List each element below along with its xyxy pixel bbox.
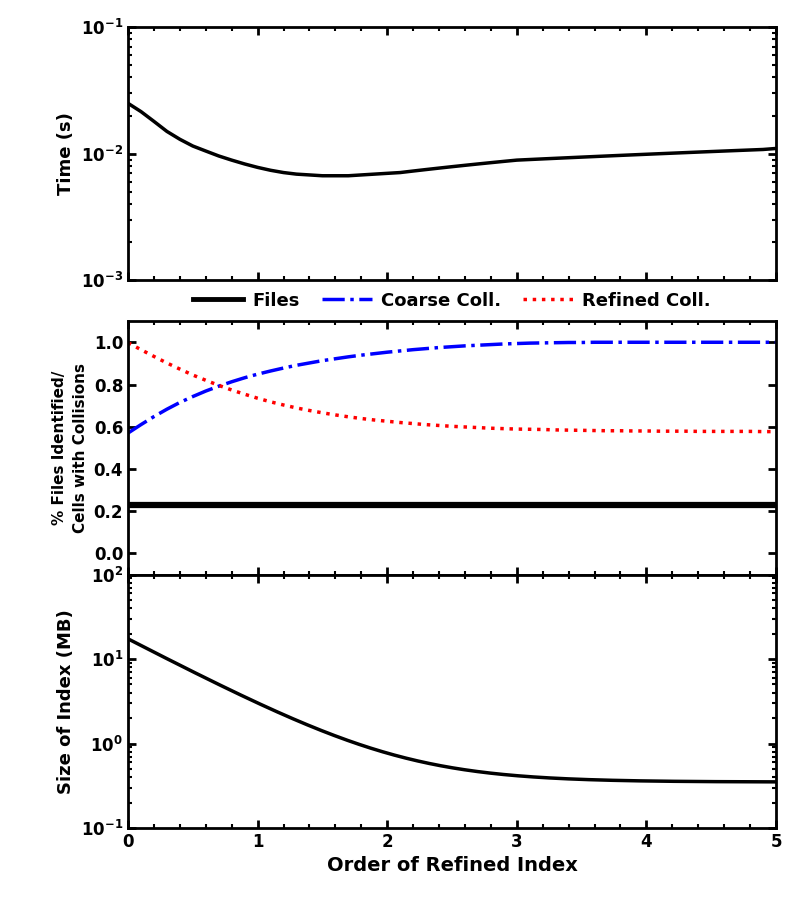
Legend: Files, Coarse Coll., Refined Coll.: Files, Coarse Coll., Refined Coll. (193, 292, 711, 310)
Y-axis label: % Files Identified/
Cells with Collisions: % Files Identified/ Cells with Collision… (52, 363, 88, 533)
Y-axis label: Time (s): Time (s) (58, 112, 75, 195)
Y-axis label: Size of Index (MB): Size of Index (MB) (58, 609, 75, 794)
X-axis label: Order of Refined Index: Order of Refined Index (326, 857, 578, 876)
